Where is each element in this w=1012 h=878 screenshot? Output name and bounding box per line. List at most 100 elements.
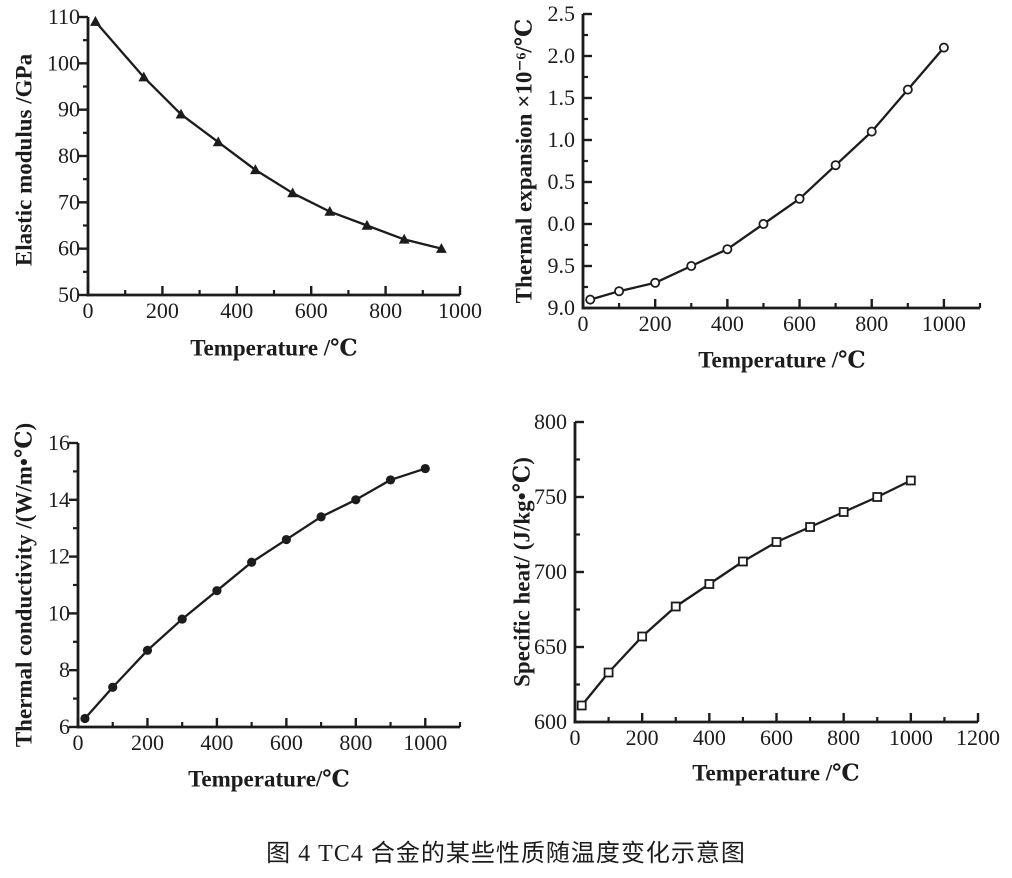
circle-open-marker-icon xyxy=(614,286,625,297)
x-tick-label: 800 xyxy=(827,725,860,750)
square-open-marker-icon xyxy=(670,601,681,612)
x-tick-label: 600 xyxy=(783,311,816,336)
data-series-line xyxy=(83,467,427,720)
x-tick-label: 0 xyxy=(570,725,581,750)
circle-filled-marker-icon xyxy=(351,495,361,505)
y-tick-label: 0.0 xyxy=(548,211,576,236)
x-tick-label: 200 xyxy=(146,298,179,323)
x-tick-label: 800 xyxy=(339,730,372,755)
specific-heat-plot: 0 200 400 600 800 1000 1200 600 650 700 750 800 xyxy=(534,409,1000,750)
thermal-conductivity-x-axis-title: Temperature/℃ xyxy=(188,766,350,792)
elastic-modulus-x-axis-title: Temperature /℃ xyxy=(190,335,358,361)
y-tick-label: 600 xyxy=(534,709,567,734)
data-series-line xyxy=(94,20,443,250)
y-tick-label: 2.0 xyxy=(548,43,576,68)
x-tick-label: 600 xyxy=(295,298,328,323)
thermal-expansion-chart: Thermal expansion ×10⁻⁶/℃ 0 200 400 600 800 1… xyxy=(506,0,1012,390)
x-tick-label: 200 xyxy=(131,730,164,755)
circle-filled-marker-icon xyxy=(80,713,90,724)
y-tick-label: 14 xyxy=(48,487,70,512)
circle-filled-marker-icon xyxy=(281,534,291,545)
x-tick-label: 200 xyxy=(626,725,659,750)
triangle-marker-icon xyxy=(436,243,447,253)
triangle-marker-icon xyxy=(324,206,336,216)
y-tick-label: 9.0 xyxy=(548,295,576,320)
y-tick-label: 6 xyxy=(59,714,70,739)
circle-filled-marker-icon xyxy=(212,586,222,596)
x-tick-label: 1000 xyxy=(403,730,447,755)
square-open-marker-icon xyxy=(905,475,916,486)
thermal-expansion-plot: 0 200 400 600 800 1000 9.0 9.5 0.0 0.5 1.0 1.5 2.0 2.… xyxy=(548,1,982,336)
triangle-marker-icon xyxy=(250,164,261,175)
thermal-conductivity-plot: 0 200 400 600 800 1000 6 8 10 12 14 16 xyxy=(48,430,462,755)
y-tick-label: 50 xyxy=(58,282,80,307)
x-tick-label: 600 xyxy=(760,725,793,750)
y-tick-label: 1.0 xyxy=(548,127,576,152)
y-tick-label: 70 xyxy=(58,189,80,214)
data-series-line xyxy=(580,479,912,707)
specific-heat-chart: Specific heat/ (J/kg•℃) 0 200 400 600 800 100… xyxy=(506,390,1012,795)
y-tick-label: 12 xyxy=(48,544,70,569)
circle-filled-marker-icon xyxy=(316,512,326,522)
x-tick-label: 800 xyxy=(369,298,402,323)
x-tick-label: 200 xyxy=(639,311,672,336)
x-tick-label: 800 xyxy=(855,311,888,336)
y-tick-label: 10 xyxy=(48,600,70,625)
y-tick-label: 2.5 xyxy=(548,1,576,26)
circle-filled-marker-icon xyxy=(247,557,257,567)
data-series-line xyxy=(589,46,946,301)
triangle-marker-icon xyxy=(361,219,373,230)
y-tick-label: 0.5 xyxy=(548,169,576,194)
thermal-expansion-x-axis-title: Temperature /℃ xyxy=(698,347,866,373)
y-tick-label: 16 xyxy=(48,430,70,455)
x-tick-label: 0 xyxy=(73,730,84,755)
circle-open-marker-icon xyxy=(902,84,913,95)
y-tick-label: 100 xyxy=(47,50,80,75)
elastic-modulus-chart: Elastic modulus /GPa 0 200 400 600 800 1000 50… xyxy=(0,0,506,390)
triangle-marker-icon xyxy=(212,136,224,147)
y-tick-label: 8 xyxy=(59,657,70,682)
square-open-marker-icon xyxy=(771,537,782,547)
x-tick-label: 0 xyxy=(578,311,589,336)
square-open-marker-icon xyxy=(838,507,849,517)
circle-open-marker-icon xyxy=(830,160,841,171)
y-tick-label: 650 xyxy=(534,634,567,659)
circle-open-marker-icon xyxy=(585,294,596,305)
triangle-marker-icon xyxy=(138,71,150,82)
specific-heat-x-axis-title: Temperature /℃ xyxy=(692,760,860,786)
x-tick-label: 1000 xyxy=(922,311,966,336)
circle-filled-marker-icon xyxy=(108,682,118,692)
y-tick-label: 60 xyxy=(58,236,80,261)
y-tick-label: 1.5 xyxy=(548,85,576,110)
x-tick-label: 0 xyxy=(83,298,94,323)
x-tick-label: 400 xyxy=(200,730,233,755)
circle-open-marker-icon xyxy=(758,218,769,229)
y-tick-label: 700 xyxy=(534,559,567,584)
circle-open-marker-icon xyxy=(722,244,733,255)
circle-open-marker-icon xyxy=(938,42,949,53)
square-open-marker-icon xyxy=(704,579,715,589)
x-tick-label: 1000 xyxy=(889,725,933,750)
square-open-marker-icon xyxy=(872,492,883,502)
triangle-marker-icon xyxy=(287,187,298,198)
y-tick-label: 9.5 xyxy=(548,253,576,278)
y-tick-label: 800 xyxy=(534,409,567,434)
circle-filled-marker-icon xyxy=(142,645,153,655)
y-tick-label: 750 xyxy=(534,484,567,509)
x-tick-label: 600 xyxy=(270,730,303,755)
circle-filled-marker-icon xyxy=(385,475,396,485)
x-tick-label: 1000 xyxy=(438,298,482,323)
thermal-conductivity-chart: Thermal conductivity /(W/m•℃) 0 200 400 600… xyxy=(0,390,506,795)
square-open-marker-icon xyxy=(576,700,587,711)
elastic-modulus-plot: 0 200 400 600 800 1000 50 60 70 80 90 100 110 xyxy=(47,4,482,323)
circle-filled-marker-icon xyxy=(420,463,430,474)
circle-open-marker-icon xyxy=(866,126,877,137)
circle-filled-marker-icon xyxy=(177,614,187,624)
triangle-marker-icon xyxy=(398,233,410,244)
x-tick-label: 400 xyxy=(693,725,726,750)
square-open-marker-icon xyxy=(805,522,815,532)
figure-caption: 图 4 TC4 合金的某些性质随温度变化示意图 xyxy=(266,841,746,867)
x-tick-label: 400 xyxy=(711,311,744,336)
triangle-marker-icon xyxy=(175,108,187,119)
